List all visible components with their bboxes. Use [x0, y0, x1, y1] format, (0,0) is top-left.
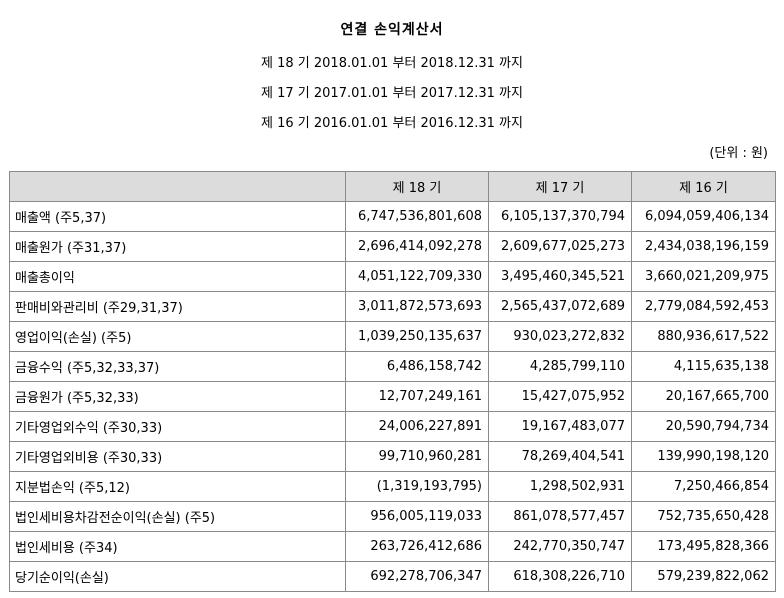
table-row: 기타영업외비용 (주30,33) 99,710,960,281 78,269,404… [9, 441, 776, 472]
value-period-18: 1,039,250,135,637 [345, 321, 489, 352]
table-row: 매출총이익 4,051,122,709,330 3,495,460,345,521 3… [9, 261, 776, 292]
table-row: 매출액 (주5,37) 6,747,536,801,608 6,105,137,37… [9, 201, 776, 232]
row-label: 당기순이익(손실) [9, 561, 346, 592]
value-period-16: 2,779,084,592,453 [631, 291, 776, 322]
value-period-17: 19,167,483,077 [488, 411, 632, 442]
value-period-16: 173,495,828,366 [631, 531, 776, 562]
value-period-17: 861,078,577,457 [488, 501, 632, 532]
header-period-16: 제 16 기 [631, 171, 776, 202]
value-period-17: 3,495,460,345,521 [488, 261, 632, 292]
table-row: 금융원가 (주5,32,33) 12,707,249,161 15,427,075,… [9, 381, 776, 412]
value-period-16: 2,434,038,196,159 [631, 231, 776, 262]
table-row: 금융수익 (주5,32,33,37) 6,486,158,742 4,285,799… [9, 351, 776, 382]
table-row: 지분법손익 (주5,12) (1,319,193,795) 1,298,502,93… [9, 471, 776, 502]
table-row: 기타영업외수익 (주30,33) 24,006,227,891 19,167,483… [9, 411, 776, 442]
value-period-16: 3,660,021,209,975 [631, 261, 776, 292]
period-line-18: 제 18 기 2018.01.01 부터 2018.12.31 까지 [261, 56, 523, 71]
row-label: 금융원가 (주5,32,33) [9, 381, 346, 412]
value-period-16: 4,115,635,138 [631, 351, 776, 382]
value-period-18: 692,278,706,347 [345, 561, 489, 592]
statement-title: 연결 손익계산서 [340, 22, 444, 38]
value-period-18: 12,707,249,161 [345, 381, 489, 412]
value-period-16: 139,990,198,120 [631, 441, 776, 472]
unit-label: (단위 : 원) [709, 146, 768, 161]
table-row: 매출원가 (주31,37) 2,696,414,092,278 2,609,677,… [9, 231, 776, 262]
row-label: 매출원가 (주31,37) [9, 231, 346, 262]
value-period-17: 242,770,350,747 [488, 531, 632, 562]
value-period-18: 263,726,412,686 [345, 531, 489, 562]
row-label: 영업이익(손실) (주5) [9, 321, 346, 352]
value-period-17: 1,298,502,931 [488, 471, 632, 502]
header-label-column [9, 171, 346, 202]
value-period-17: 618,308,226,710 [488, 561, 632, 592]
value-period-18: 3,011,872,573,693 [345, 291, 489, 322]
row-label: 기타영업외비용 (주30,33) [9, 441, 346, 472]
value-period-16: 752,735,650,428 [631, 501, 776, 532]
table-row: 당기순이익(손실) 692,278,706,347 618,308,226,710 5… [9, 561, 776, 592]
value-period-16: 6,094,059,406,134 [631, 201, 776, 232]
value-period-17: 2,609,677,025,273 [488, 231, 632, 262]
period-line-17: 제 17 기 2017.01.01 부터 2017.12.31 까지 [261, 86, 523, 101]
value-period-18: 6,747,536,801,608 [345, 201, 489, 232]
row-label: 법인세비용차감전순이익(손실) (주5) [9, 501, 346, 532]
value-period-16: 20,167,665,700 [631, 381, 776, 412]
table-row: 법인세비용 (주34) 263,726,412,686 242,770,350,74… [9, 531, 776, 562]
row-label: 매출총이익 [9, 261, 346, 292]
value-period-18: 4,051,122,709,330 [345, 261, 489, 292]
table-row: 법인세비용차감전순이익(손실) (주5) 956,005,119,033 861,0… [9, 501, 776, 532]
row-label: 판매비와관리비 (주29,31,37) [9, 291, 346, 322]
value-period-17: 78,269,404,541 [488, 441, 632, 472]
value-period-17: 930,023,272,832 [488, 321, 632, 352]
income-statement-table: 제 18 기 제 17 기 제 16 기 매출액 (주5,37) 6,747,53… [9, 171, 776, 592]
value-period-18: 24,006,227,891 [345, 411, 489, 442]
value-period-16: 20,590,794,734 [631, 411, 776, 442]
row-label: 매출액 (주5,37) [9, 201, 346, 232]
header-period-18: 제 18 기 [345, 171, 489, 202]
period-line-16: 제 16 기 2016.01.01 부터 2016.12.31 까지 [261, 116, 523, 131]
row-label: 기타영업외수익 (주30,33) [9, 411, 346, 442]
value-period-18: 6,486,158,742 [345, 351, 489, 382]
value-period-16: 7,250,466,854 [631, 471, 776, 502]
value-period-17: 6,105,137,370,794 [488, 201, 632, 232]
table-header-row: 제 18 기 제 17 기 제 16 기 [9, 171, 776, 202]
table-row: 영업이익(손실) (주5) 1,039,250,135,637 930,023,27… [9, 321, 776, 352]
value-period-18: 956,005,119,033 [345, 501, 489, 532]
value-period-16: 880,936,617,522 [631, 321, 776, 352]
row-label: 법인세비용 (주34) [9, 531, 346, 562]
value-period-17: 2,565,437,072,689 [488, 291, 632, 322]
row-label: 지분법손익 (주5,12) [9, 471, 346, 502]
value-period-18: 2,696,414,092,278 [345, 231, 489, 262]
header-period-17: 제 17 기 [488, 171, 632, 202]
value-period-17: 4,285,799,110 [488, 351, 632, 382]
value-period-18: (1,319,193,795) [345, 471, 489, 502]
value-period-18: 99,710,960,281 [345, 441, 489, 472]
value-period-17: 15,427,075,952 [488, 381, 632, 412]
table-row: 판매비와관리비 (주29,31,37) 3,011,872,573,693 2,56… [9, 291, 776, 322]
row-label: 금융수익 (주5,32,33,37) [9, 351, 346, 382]
value-period-16: 579,239,822,062 [631, 561, 776, 592]
